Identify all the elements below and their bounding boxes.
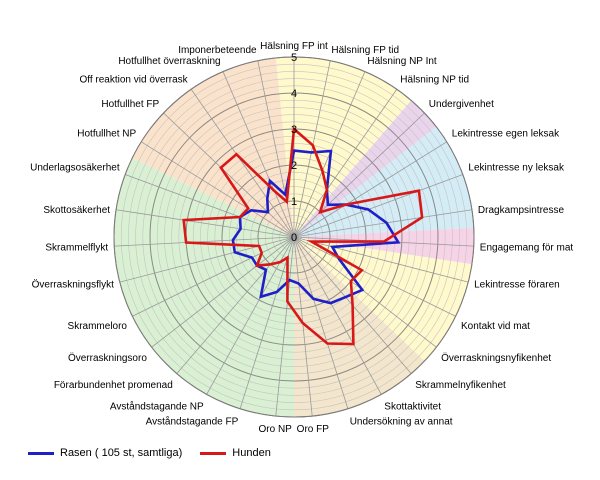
- category-label: Överraskningsoro: [68, 352, 147, 364]
- series-line-rasen: [231, 149, 401, 305]
- category-label: Skrammelflykt: [45, 242, 108, 253]
- spoke-line: [257, 60, 295, 238]
- spoke-line: [293, 209, 472, 238]
- radial-tick-label: 1: [291, 196, 297, 208]
- category-label: Skottaktivitet: [384, 402, 441, 413]
- category-label: Undersökning av annat: [350, 417, 453, 428]
- legend-label-rasen: Rasen ( 105 st, samtliga): [60, 447, 183, 459]
- spoke-line: [275, 236, 295, 417]
- legend-item-hunden: Hunden: [200, 447, 271, 459]
- spoke-line: [119, 236, 295, 283]
- category-label: Hotfullhet FP: [101, 99, 159, 110]
- category-label: Avståndstagande FP: [146, 416, 239, 428]
- radial-tick-label: 3: [291, 124, 297, 136]
- data-series: [182, 126, 424, 346]
- category-label: Skrammeloro: [68, 321, 128, 332]
- category-label: Hälsning NP Int: [367, 56, 437, 67]
- legend-swatch-hunden: [200, 451, 227, 455]
- radial-tick-label: 0: [291, 232, 297, 244]
- spoke-line: [116, 209, 295, 238]
- category-label: Undergivenhet: [429, 99, 494, 110]
- category-label: Avståndstagande NP: [110, 401, 204, 413]
- category-label: Dragkampsintresse: [478, 205, 565, 216]
- spoke-line: [293, 236, 456, 317]
- spoke-line: [293, 236, 349, 409]
- sector-band-3: [294, 227, 475, 265]
- category-label: Hälsning NP tid: [400, 74, 469, 85]
- legend: Rasen ( 105 st, samtliga) Hunden: [28, 444, 289, 462]
- spoke-line: [222, 71, 295, 238]
- spoke-line: [293, 236, 313, 417]
- category-label: Off reaktion vid överrask: [79, 74, 188, 85]
- spoke-line: [293, 89, 398, 238]
- category-label: Förarbundenhet promenad: [54, 380, 173, 391]
- category-label: Imponerbeteende: [178, 45, 257, 56]
- spoke-line: [293, 141, 447, 238]
- spoke-line: [293, 236, 437, 348]
- radial-tick-label: 4: [291, 88, 297, 100]
- category-label: Överraskningsflykt: [32, 279, 114, 291]
- category-label: Lekintresse föraren: [474, 280, 560, 291]
- spoke-line: [163, 112, 295, 238]
- spoke-line: [114, 236, 295, 247]
- category-label: Hälsning FP tid: [331, 45, 399, 56]
- spoke-line: [176, 236, 295, 374]
- legend-swatch-rasen: [28, 451, 54, 455]
- legend-label-hunden: Hunden: [232, 447, 271, 459]
- spoke-line: [293, 236, 382, 395]
- spoke-line: [293, 236, 469, 283]
- category-label: Kontakt vid mat: [461, 321, 530, 332]
- category-label: Hotfullhet NP: [77, 129, 136, 140]
- category-label: Engagemang för mat: [480, 242, 574, 253]
- category-label: Lekintresse ny leksak: [468, 162, 565, 173]
- spoke-line: [293, 112, 425, 238]
- category-label: Överraskningsnyfikenhet: [441, 352, 551, 364]
- spoke-line: [293, 60, 331, 238]
- sector-band-5: [294, 237, 425, 417]
- category-label: Lekintresse egen leksak: [452, 129, 560, 140]
- category-label: Oro FP: [297, 424, 330, 435]
- series-line-hunden: [182, 126, 424, 346]
- sector-band-6: [113, 157, 294, 417]
- category-label: Oro NP: [259, 424, 293, 435]
- category-label: Underlagsosäkerhet: [30, 162, 120, 173]
- spoke-line: [190, 89, 295, 238]
- spoke-line: [132, 236, 295, 317]
- category-label: Hotfullhet överraskning: [118, 56, 220, 67]
- spoke-line: [239, 236, 295, 409]
- spoke-line: [125, 174, 295, 238]
- sector-band-7: [132, 57, 294, 237]
- polar-grid: [113, 56, 475, 418]
- legend-item-rasen: Rasen ( 105 st, samtliga): [28, 447, 182, 459]
- category-label: Skrammelnyfikenhet: [415, 380, 506, 391]
- spoke-line: [293, 174, 463, 238]
- radial-tick-label: 5: [291, 52, 297, 64]
- spoke-line: [141, 141, 295, 238]
- category-label: Hälsning FP int: [260, 41, 328, 52]
- radial-tick-label: 2: [291, 160, 297, 172]
- category-label: Skottosäkerhet: [43, 205, 110, 216]
- spoke-line: [151, 236, 295, 348]
- outer-ring: [113, 56, 475, 418]
- radial-ticks: 0 1 2 3 4 5: [291, 52, 297, 244]
